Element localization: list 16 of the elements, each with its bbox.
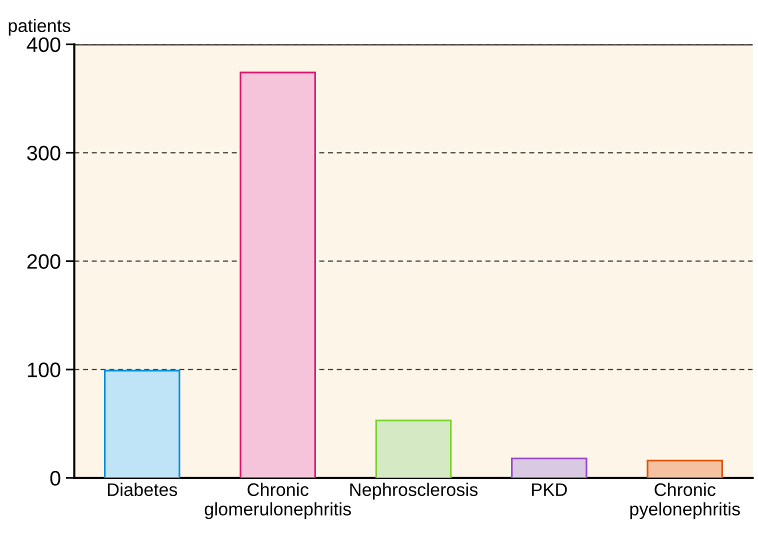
y-tick-label: 0 [50,470,60,486]
y-axis-title: patients [8,18,70,36]
x-tick-label: Chronic glomerulonephritis [204,482,351,520]
bar [511,458,588,478]
x-tick-label: Nephrosclerosis [350,482,478,500]
bar [104,370,180,478]
y-tick-label: 400 [26,37,60,52]
bar [240,72,316,478]
bar [646,460,723,478]
x-tick-label: Diabetes [108,482,178,496]
x-tick-label: PKD [532,483,567,496]
y-tick-label: 200 [27,254,60,269]
x-tick-label: Chronic pyelonephritis [630,482,740,520]
y-tick-label: 100 [28,362,60,378]
y-tick-label: 300 [27,146,60,160]
bar [375,420,452,478]
